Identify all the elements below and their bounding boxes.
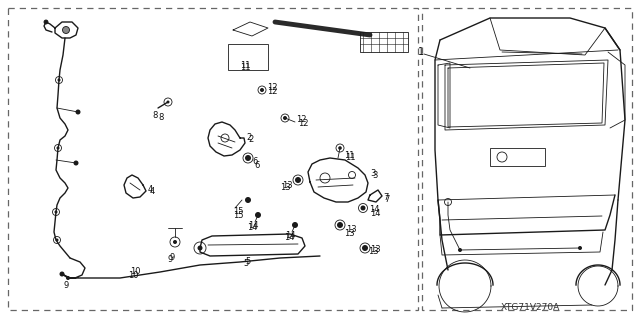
Text: 14: 14: [247, 224, 257, 233]
Circle shape: [337, 222, 343, 228]
Text: 9: 9: [64, 281, 69, 291]
Text: 5: 5: [245, 257, 250, 266]
Bar: [228, 44, 268, 70]
Text: 6: 6: [254, 160, 259, 169]
Circle shape: [245, 155, 251, 161]
Text: 11: 11: [240, 61, 250, 70]
Text: 9: 9: [168, 256, 173, 264]
Text: 13: 13: [282, 181, 292, 189]
Circle shape: [44, 20, 48, 24]
Circle shape: [74, 160, 79, 166]
Text: 12: 12: [267, 87, 278, 97]
Bar: [8, 8, 418, 310]
Text: 14: 14: [284, 234, 294, 242]
Circle shape: [295, 177, 301, 183]
Text: 8: 8: [158, 114, 163, 122]
Bar: [422, 8, 632, 310]
Circle shape: [56, 239, 58, 241]
Text: 4: 4: [150, 188, 156, 197]
Circle shape: [54, 211, 58, 213]
Circle shape: [362, 245, 368, 251]
Text: 1: 1: [418, 47, 424, 57]
Text: 7: 7: [383, 192, 388, 202]
Text: 13: 13: [370, 246, 381, 255]
Text: 11: 11: [240, 63, 250, 72]
Text: 11: 11: [345, 153, 355, 162]
Circle shape: [166, 100, 170, 103]
Text: 3: 3: [370, 168, 376, 177]
Text: 8: 8: [152, 110, 157, 120]
Text: 9: 9: [170, 254, 175, 263]
Circle shape: [198, 246, 202, 250]
Text: 13: 13: [344, 228, 355, 238]
Text: 3: 3: [372, 172, 378, 181]
Circle shape: [56, 146, 60, 150]
Text: 14: 14: [370, 209, 381, 218]
Text: 13: 13: [368, 248, 379, 256]
Circle shape: [360, 205, 365, 211]
Circle shape: [58, 78, 61, 81]
Circle shape: [458, 248, 462, 252]
Text: 11: 11: [344, 151, 355, 160]
Circle shape: [66, 276, 70, 280]
Text: 15: 15: [233, 207, 243, 217]
Circle shape: [578, 246, 582, 250]
Text: 13: 13: [346, 226, 356, 234]
Text: 10: 10: [130, 268, 141, 277]
Circle shape: [63, 26, 70, 33]
Text: 5: 5: [243, 259, 248, 269]
Text: 15: 15: [233, 211, 243, 219]
Circle shape: [60, 271, 65, 277]
Circle shape: [173, 240, 177, 244]
Text: 12: 12: [298, 120, 308, 129]
Text: 14: 14: [248, 221, 259, 231]
Circle shape: [255, 212, 261, 218]
Text: 7: 7: [384, 196, 389, 204]
Text: 4: 4: [148, 186, 153, 195]
Text: 13: 13: [280, 182, 291, 191]
Circle shape: [292, 222, 298, 228]
Text: 12: 12: [267, 84, 278, 93]
Circle shape: [76, 109, 81, 115]
Bar: [490, 148, 545, 166]
Circle shape: [245, 197, 251, 203]
Circle shape: [338, 146, 342, 150]
Bar: [360, 32, 408, 52]
Text: 12: 12: [296, 115, 307, 124]
Circle shape: [283, 116, 287, 120]
Circle shape: [260, 88, 264, 92]
Text: 14: 14: [369, 205, 380, 214]
Text: 2: 2: [248, 136, 253, 145]
Text: 2: 2: [246, 133, 252, 143]
Text: 14: 14: [285, 232, 296, 241]
Text: 6: 6: [252, 158, 257, 167]
Text: XTG71V270A: XTG71V270A: [500, 303, 559, 313]
Text: 10: 10: [128, 271, 138, 279]
